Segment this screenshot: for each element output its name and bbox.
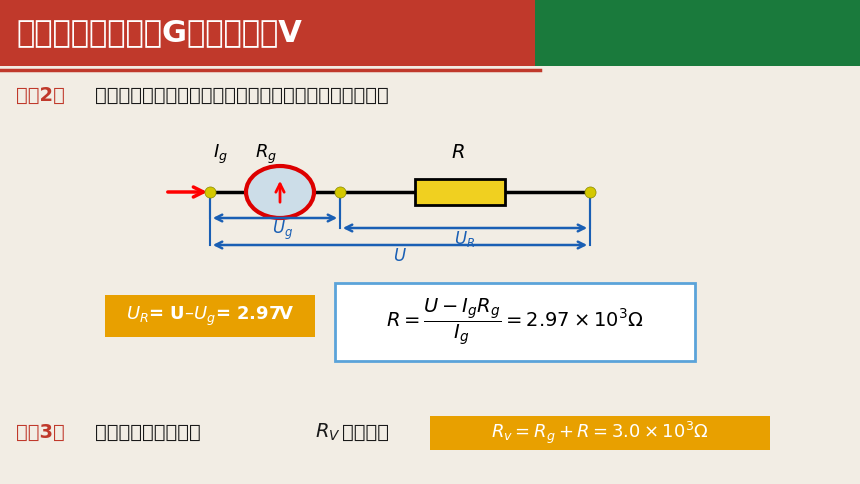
Text: $R$: $R$	[452, 143, 465, 162]
Ellipse shape	[246, 166, 314, 218]
Text: 思考2：: 思考2：	[16, 86, 64, 105]
Text: $U_R$: $U_R$	[454, 229, 476, 249]
Text: $U_g$: $U_g$	[273, 219, 293, 242]
Text: $R_v= R_g+R = 3.0\times10^3\Omega$: $R_v= R_g+R = 3.0\times10^3\Omega$	[491, 420, 709, 446]
Text: 串联的电阻上需要分担多少电压？需要多大的电阻分压？: 串联的电阻上需要分担多少电压？需要多大的电阻分压？	[95, 86, 389, 105]
Text: $R_V$: $R_V$	[315, 422, 341, 443]
FancyBboxPatch shape	[105, 295, 315, 337]
Text: $U$: $U$	[393, 247, 407, 265]
FancyBboxPatch shape	[415, 179, 505, 205]
FancyBboxPatch shape	[430, 416, 770, 450]
Text: $I_g$: $I_g$	[212, 143, 227, 166]
FancyBboxPatch shape	[535, 0, 860, 66]
Text: $U_R$= U–$U_g$= 2.97V: $U_R$= U–$U_g$= 2.97V	[126, 304, 294, 328]
FancyBboxPatch shape	[335, 283, 695, 361]
FancyBboxPatch shape	[0, 0, 535, 66]
Text: 思考3：: 思考3：	[16, 423, 64, 441]
Text: 改装后的电压表内阻: 改装后的电压表内阻	[95, 423, 200, 441]
Text: $R = \dfrac{U - I_gR_g}{I_g} = 2.97\times10^3\Omega$: $R = \dfrac{U - I_gR_g}{I_g} = 2.97\time…	[386, 297, 644, 348]
Text: 二、把小量程表头G改为电压表V: 二、把小量程表头G改为电压表V	[16, 18, 302, 47]
Text: 是多大？: 是多大？	[342, 423, 389, 441]
Text: $R_g$: $R_g$	[255, 143, 277, 166]
